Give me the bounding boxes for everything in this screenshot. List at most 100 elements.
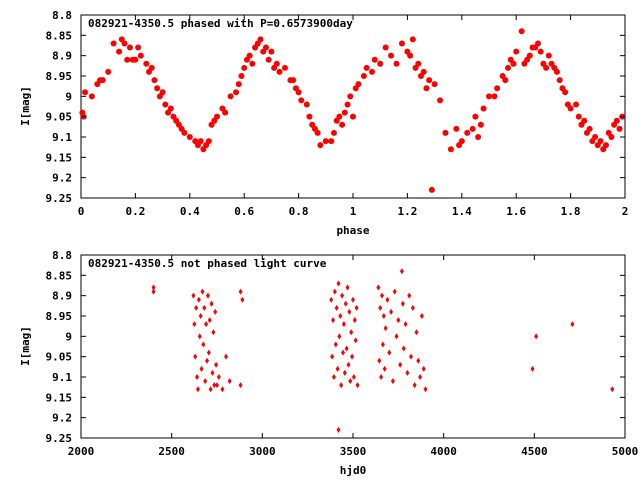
x-tick-label: 4500 [521,445,548,458]
data-point [148,64,155,71]
data-point [419,313,424,319]
data-point [581,117,588,124]
data-point [518,28,525,35]
data-point [399,268,404,275]
y-tick-label: 8.8 [52,9,72,22]
data-point [213,308,218,315]
data-point [317,142,324,149]
data-point [453,125,460,132]
data-point [290,77,297,84]
data-point [336,426,341,433]
data-point [341,321,346,328]
data-point [387,349,392,356]
data-point [380,341,385,348]
data-point [562,89,569,96]
data-point [181,129,188,136]
data-point [421,365,426,372]
data-point [351,374,356,380]
data-point [379,374,384,380]
data-point [222,109,229,116]
data-point [341,109,348,116]
data-point [537,48,544,55]
data-point [249,60,256,67]
y-tick-label: 8.9 [52,290,72,303]
data-point [121,40,128,47]
y-tick-label: 8.85 [46,29,73,42]
data-point [410,304,415,311]
data-point [613,117,620,124]
data-point [191,292,196,299]
data-point [405,369,410,376]
data-points [151,268,615,433]
data-point [389,308,394,315]
data-point [257,36,264,43]
x-tick-label: 2 [622,205,629,218]
data-point [597,138,604,145]
data-point [486,93,492,100]
data-point [329,296,334,303]
data-point [132,56,139,63]
data-point [328,138,335,145]
data-point [151,284,156,291]
data-point [377,357,382,364]
phased-light-curve-panel: 0 0.2 0.4 0.6 0.8 1 1.2 1.4 1.6 1.8 2 8.8 8.85 8.9 8.9… [19,9,628,237]
data-point [224,353,229,360]
y-tick-label: 9.1 [52,371,72,384]
data-point [412,382,417,389]
data-point [197,333,202,340]
data-point [396,317,401,324]
data-point [214,361,219,368]
data-point [322,138,329,145]
data-point [398,40,405,47]
data-point [110,40,117,47]
data-point [354,304,359,311]
data-point [610,386,615,393]
data-point [340,292,345,299]
data-point [196,296,201,303]
data-point [567,105,574,112]
data-point [135,44,142,51]
data-point [353,337,358,344]
y-tick-label: 9.25 [46,192,73,205]
data-point [194,304,199,311]
data-point [331,317,336,324]
data-point [116,48,123,55]
data-point [143,60,150,67]
data-point [282,64,288,71]
x-tick-label: 3500 [340,445,367,458]
data-point [418,374,423,380]
data-point [193,353,198,360]
data-point [378,304,383,311]
data-point [227,93,234,100]
data-point [192,321,197,328]
data-points [79,28,626,193]
data-point [241,64,248,71]
axes: 0 0.2 0.4 0.6 0.8 1 1.2 1.4 1.6 1.8 2 8.8 8.85 8.9 8.9… [46,9,629,218]
data-point [423,386,428,393]
data-point [330,353,335,360]
data-point [383,325,388,332]
data-point [530,365,535,372]
data-point [472,113,479,120]
data-point [339,382,344,389]
data-point [198,313,203,319]
data-point [369,68,376,75]
data-point [385,296,390,303]
data-point [295,89,302,96]
data-point [214,113,220,120]
data-point [426,77,433,84]
data-point [205,292,210,299]
y-tick-label: 8.9 [52,50,72,63]
data-point [202,304,207,311]
data-point [442,129,449,136]
y-tick-label: 9 [65,90,72,103]
data-point [414,329,419,336]
data-point [543,64,550,71]
x-tick-label: 4000 [430,445,457,458]
data-point [204,321,209,328]
data-point [573,101,580,108]
x-tick-label: 5000 [612,445,639,458]
data-point [464,129,471,136]
data-point [355,382,360,389]
data-point [608,134,615,140]
